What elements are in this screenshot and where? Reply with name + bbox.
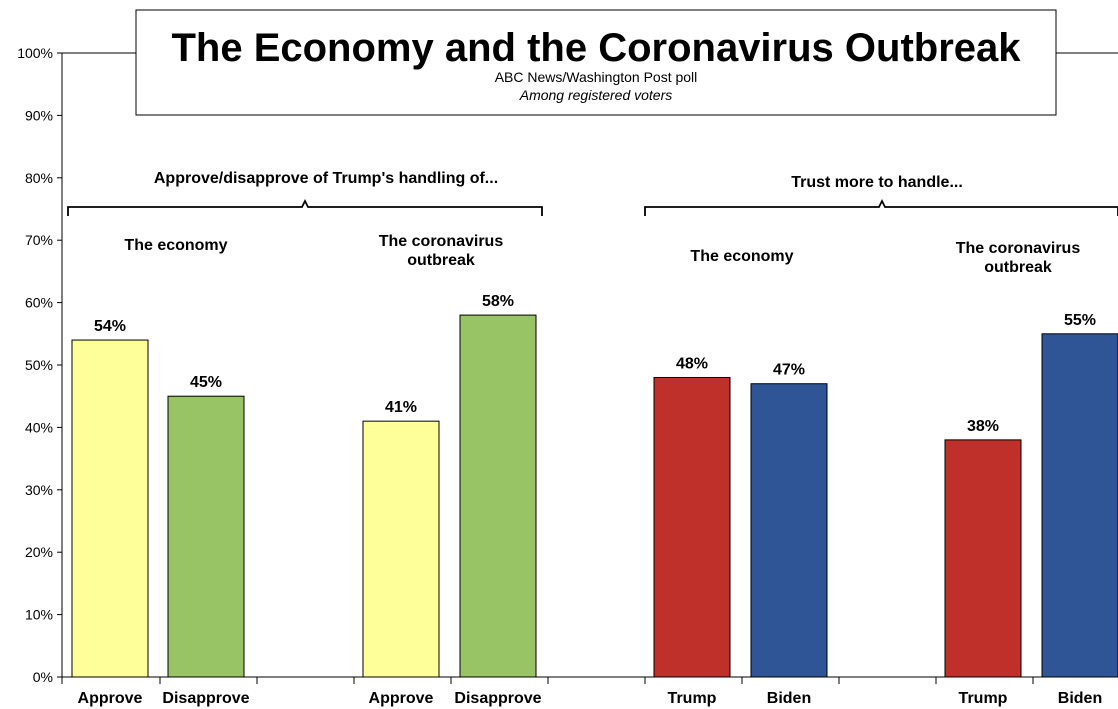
y-tick-label: 60% — [25, 295, 53, 311]
group-label: The coronavirus — [379, 233, 504, 250]
brackets: Approve/disapprove of Trump's handling o… — [67, 170, 1118, 216]
data-label: 58% — [482, 293, 514, 310]
data-label: 48% — [676, 355, 708, 372]
bar — [167, 395, 245, 678]
bar — [653, 376, 731, 678]
group-label: The economy — [690, 248, 793, 265]
y-tick-label: 10% — [25, 607, 53, 623]
group-label: The coronavirus — [956, 240, 1081, 257]
data-label: 47% — [773, 362, 805, 379]
y-tick-label: 0% — [33, 669, 53, 685]
x-tick-label: Biden — [1058, 690, 1102, 707]
chart-subtitle-voters: Among registered voters — [519, 87, 673, 103]
y-tick-label: 90% — [25, 107, 53, 123]
y-tick-label: 70% — [25, 232, 53, 248]
group-label: The economy — [124, 237, 227, 254]
x-tick-label: Trump — [959, 690, 1008, 707]
bar — [750, 383, 828, 678]
y-tick-label: 30% — [25, 482, 53, 498]
data-label: 45% — [190, 374, 222, 391]
x-tick-label: Approve — [369, 690, 434, 707]
x-tick-label: Biden — [767, 690, 811, 707]
chart-title: The Economy and the Coronavirus Outbreak — [171, 26, 1021, 70]
bar — [71, 339, 149, 678]
bars: 54% Approve 45% Disapprove The economy 41% App… — [71, 233, 1118, 707]
bracket — [644, 198, 1118, 216]
bar — [362, 420, 440, 678]
y-tick-label: 40% — [25, 419, 53, 435]
y-tick-label: 50% — [25, 357, 53, 373]
y-tick-label: 80% — [25, 170, 53, 186]
title-box: The Economy and the Coronavirus Outbreak… — [135, 9, 1057, 116]
bar — [944, 439, 1022, 678]
group-label: outbreak — [407, 252, 475, 269]
bar — [459, 314, 537, 678]
x-tick-label: Trump — [668, 690, 717, 707]
data-label: 55% — [1064, 312, 1096, 329]
x-tick-label: Approve — [78, 690, 143, 707]
data-label: 41% — [385, 399, 417, 416]
bar — [1041, 333, 1118, 678]
y-tick-label: 20% — [25, 544, 53, 560]
x-tick-label: Disapprove — [162, 690, 249, 707]
group-label: outbreak — [984, 259, 1052, 276]
data-label: 54% — [94, 318, 126, 335]
bracket-label: Approve/disapprove of Trump's handling o… — [154, 170, 498, 187]
y-tick-label: 100% — [17, 45, 53, 61]
bracket — [67, 198, 543, 216]
x-tick-label: Disapprove — [454, 690, 541, 707]
chart-subtitle: ABC News/Washington Post poll — [495, 69, 698, 85]
data-label: 38% — [967, 418, 999, 435]
bracket-label: Trust more to handle... — [791, 174, 963, 191]
